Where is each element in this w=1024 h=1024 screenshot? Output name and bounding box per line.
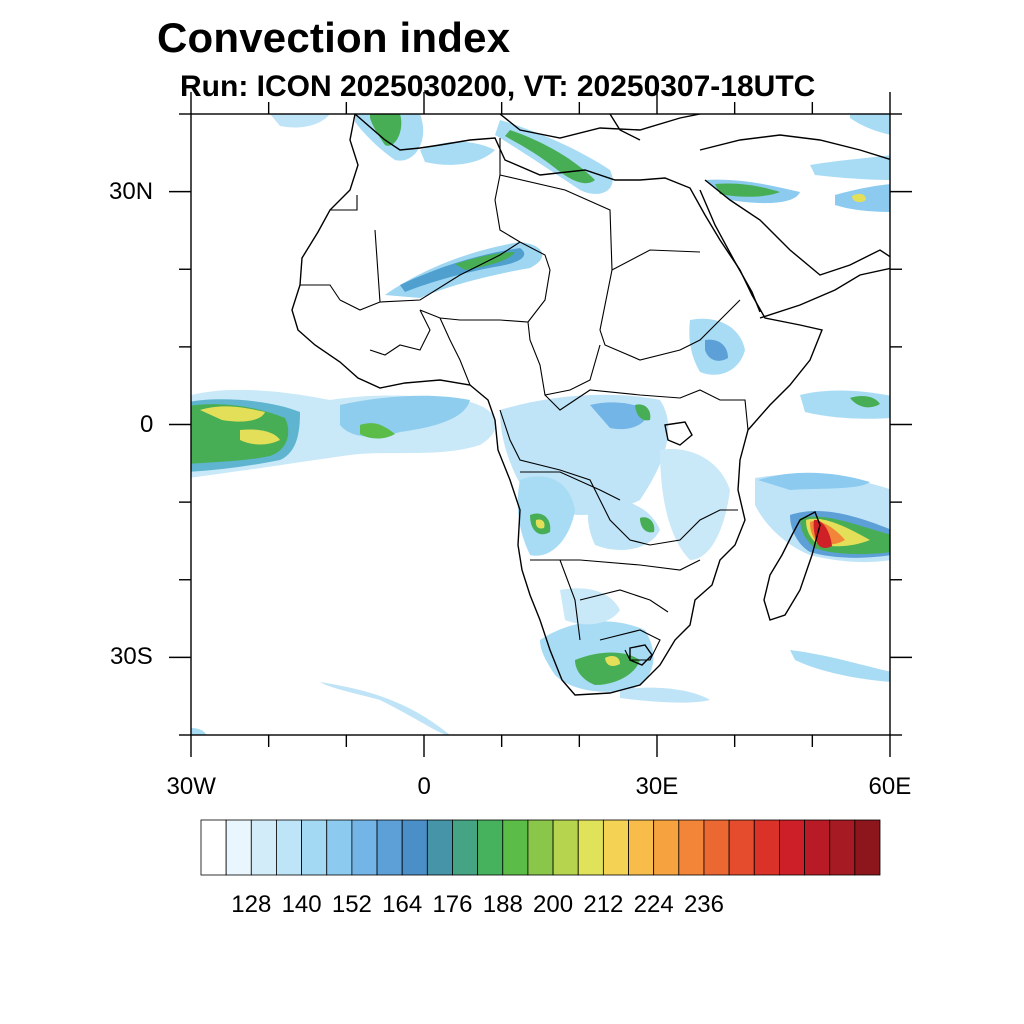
lat-tick-label: 30N xyxy=(109,177,154,205)
field-caspian-top xyxy=(850,114,890,135)
colorbar-swatch xyxy=(225,819,252,876)
colorbar-swatch xyxy=(854,819,881,876)
field-south-africa-core xyxy=(575,652,640,685)
colorbar-swatch xyxy=(628,819,655,876)
field-levant-core xyxy=(715,183,780,197)
field-angola xyxy=(517,476,575,556)
field-cyclone-red xyxy=(813,519,832,548)
colorbar-label: 188 xyxy=(483,891,523,918)
colorbar-swatch xyxy=(276,819,302,876)
colorbar-swatch xyxy=(250,819,277,876)
field-angola-yellow xyxy=(535,519,545,529)
field-botswana xyxy=(560,588,620,625)
colorbar-swatch xyxy=(577,819,604,876)
field-east-africa xyxy=(660,449,730,560)
colorbar-swatch xyxy=(753,819,780,876)
colorbar-swatch xyxy=(376,819,403,876)
colorbar-swatch xyxy=(301,819,328,876)
colorbar-label: 236 xyxy=(684,891,724,918)
field-indian-ocean-south xyxy=(790,650,890,682)
field-atlantic-band-green xyxy=(191,404,289,464)
colorbar-swatch xyxy=(779,819,805,876)
arabia-coastline xyxy=(699,134,890,319)
field-south-atlantic-streak xyxy=(320,682,450,735)
field-atlantic-yellow xyxy=(200,406,265,422)
colorbar-swatch xyxy=(502,819,529,876)
colorbar-swatch xyxy=(326,819,353,876)
field-nw-corner xyxy=(270,114,330,128)
colorbar-label: 200 xyxy=(533,891,573,918)
field-indian-ocean-green xyxy=(850,396,880,408)
field-cyclone-arc xyxy=(758,472,870,490)
colorbar-swatch xyxy=(426,819,453,876)
colorbar-swatch xyxy=(351,819,378,876)
red-sea-coast xyxy=(699,189,761,313)
colorbar-swatch xyxy=(527,819,554,876)
lon-tick-label: 30W xyxy=(166,773,216,800)
coastlines xyxy=(291,114,890,696)
colorbar-swatch xyxy=(477,819,504,876)
colorbar-label: 212 xyxy=(583,891,623,918)
field-atlantic-yellow-2 xyxy=(240,429,280,445)
colorbar-swatch xyxy=(829,819,856,876)
field-zambia-core xyxy=(640,517,655,533)
lesotho-border xyxy=(629,644,653,666)
field-libya-streak-core xyxy=(505,130,595,184)
colorbar: 128 140 152 164 176 188 200 212 224 236 xyxy=(200,819,881,918)
colorbar-swatch xyxy=(804,819,831,876)
field-morocco-streak-core xyxy=(370,114,402,146)
lon-tick-label: 0 xyxy=(417,773,431,800)
country-borders xyxy=(300,138,749,661)
field-agulhas-streak xyxy=(620,687,710,703)
run-subtitle: Run: ICON 2025030200, VT: 20250307-18UTC xyxy=(180,70,816,103)
field-ethiopia-core xyxy=(705,339,728,361)
field-sahara-band-green xyxy=(455,252,515,270)
colorbar-swatch xyxy=(703,819,730,876)
colorbar-label: 176 xyxy=(432,891,472,918)
colorbar-label: 224 xyxy=(634,891,674,918)
colorbar-swatch xyxy=(401,819,428,876)
field-congo-mid xyxy=(590,402,650,430)
colorbar-label: 164 xyxy=(382,891,422,918)
lat-tick-label: 30S xyxy=(110,643,153,671)
convection-field xyxy=(191,114,890,735)
colorbar-swatch xyxy=(678,819,705,876)
field-iran-yellow xyxy=(852,193,866,203)
colorbar-swatch xyxy=(552,819,579,876)
field-south-africa-yellow xyxy=(605,656,620,666)
lat-tick-label: 0 xyxy=(140,410,154,438)
colorbar-swatch xyxy=(200,819,227,876)
axis-ticks xyxy=(169,92,912,757)
mediterranean-north-coast xyxy=(499,114,701,141)
lon-tick-label: 30E xyxy=(635,773,679,800)
field-sw-corner xyxy=(191,728,206,735)
africa-coastline xyxy=(291,114,823,696)
colorbar-label: 140 xyxy=(282,891,322,918)
colorbar-label: 128 xyxy=(231,891,271,918)
madagascar-coastline xyxy=(763,511,821,621)
colorbar-label: 152 xyxy=(332,891,372,918)
field-congo-green xyxy=(635,404,651,421)
field-tunisia-streak xyxy=(420,141,495,165)
lake-victoria xyxy=(664,421,693,446)
colorbar-swatch xyxy=(653,819,680,876)
field-gulf-guinea-green xyxy=(360,423,395,439)
field-arabia-streak xyxy=(810,155,890,180)
colorbar-swatch xyxy=(728,819,755,876)
colorbar-swatch xyxy=(602,819,629,876)
lon-tick-label: 60E xyxy=(868,773,912,800)
map-title: Convection index xyxy=(157,14,511,61)
colorbar-swatch xyxy=(452,819,479,876)
